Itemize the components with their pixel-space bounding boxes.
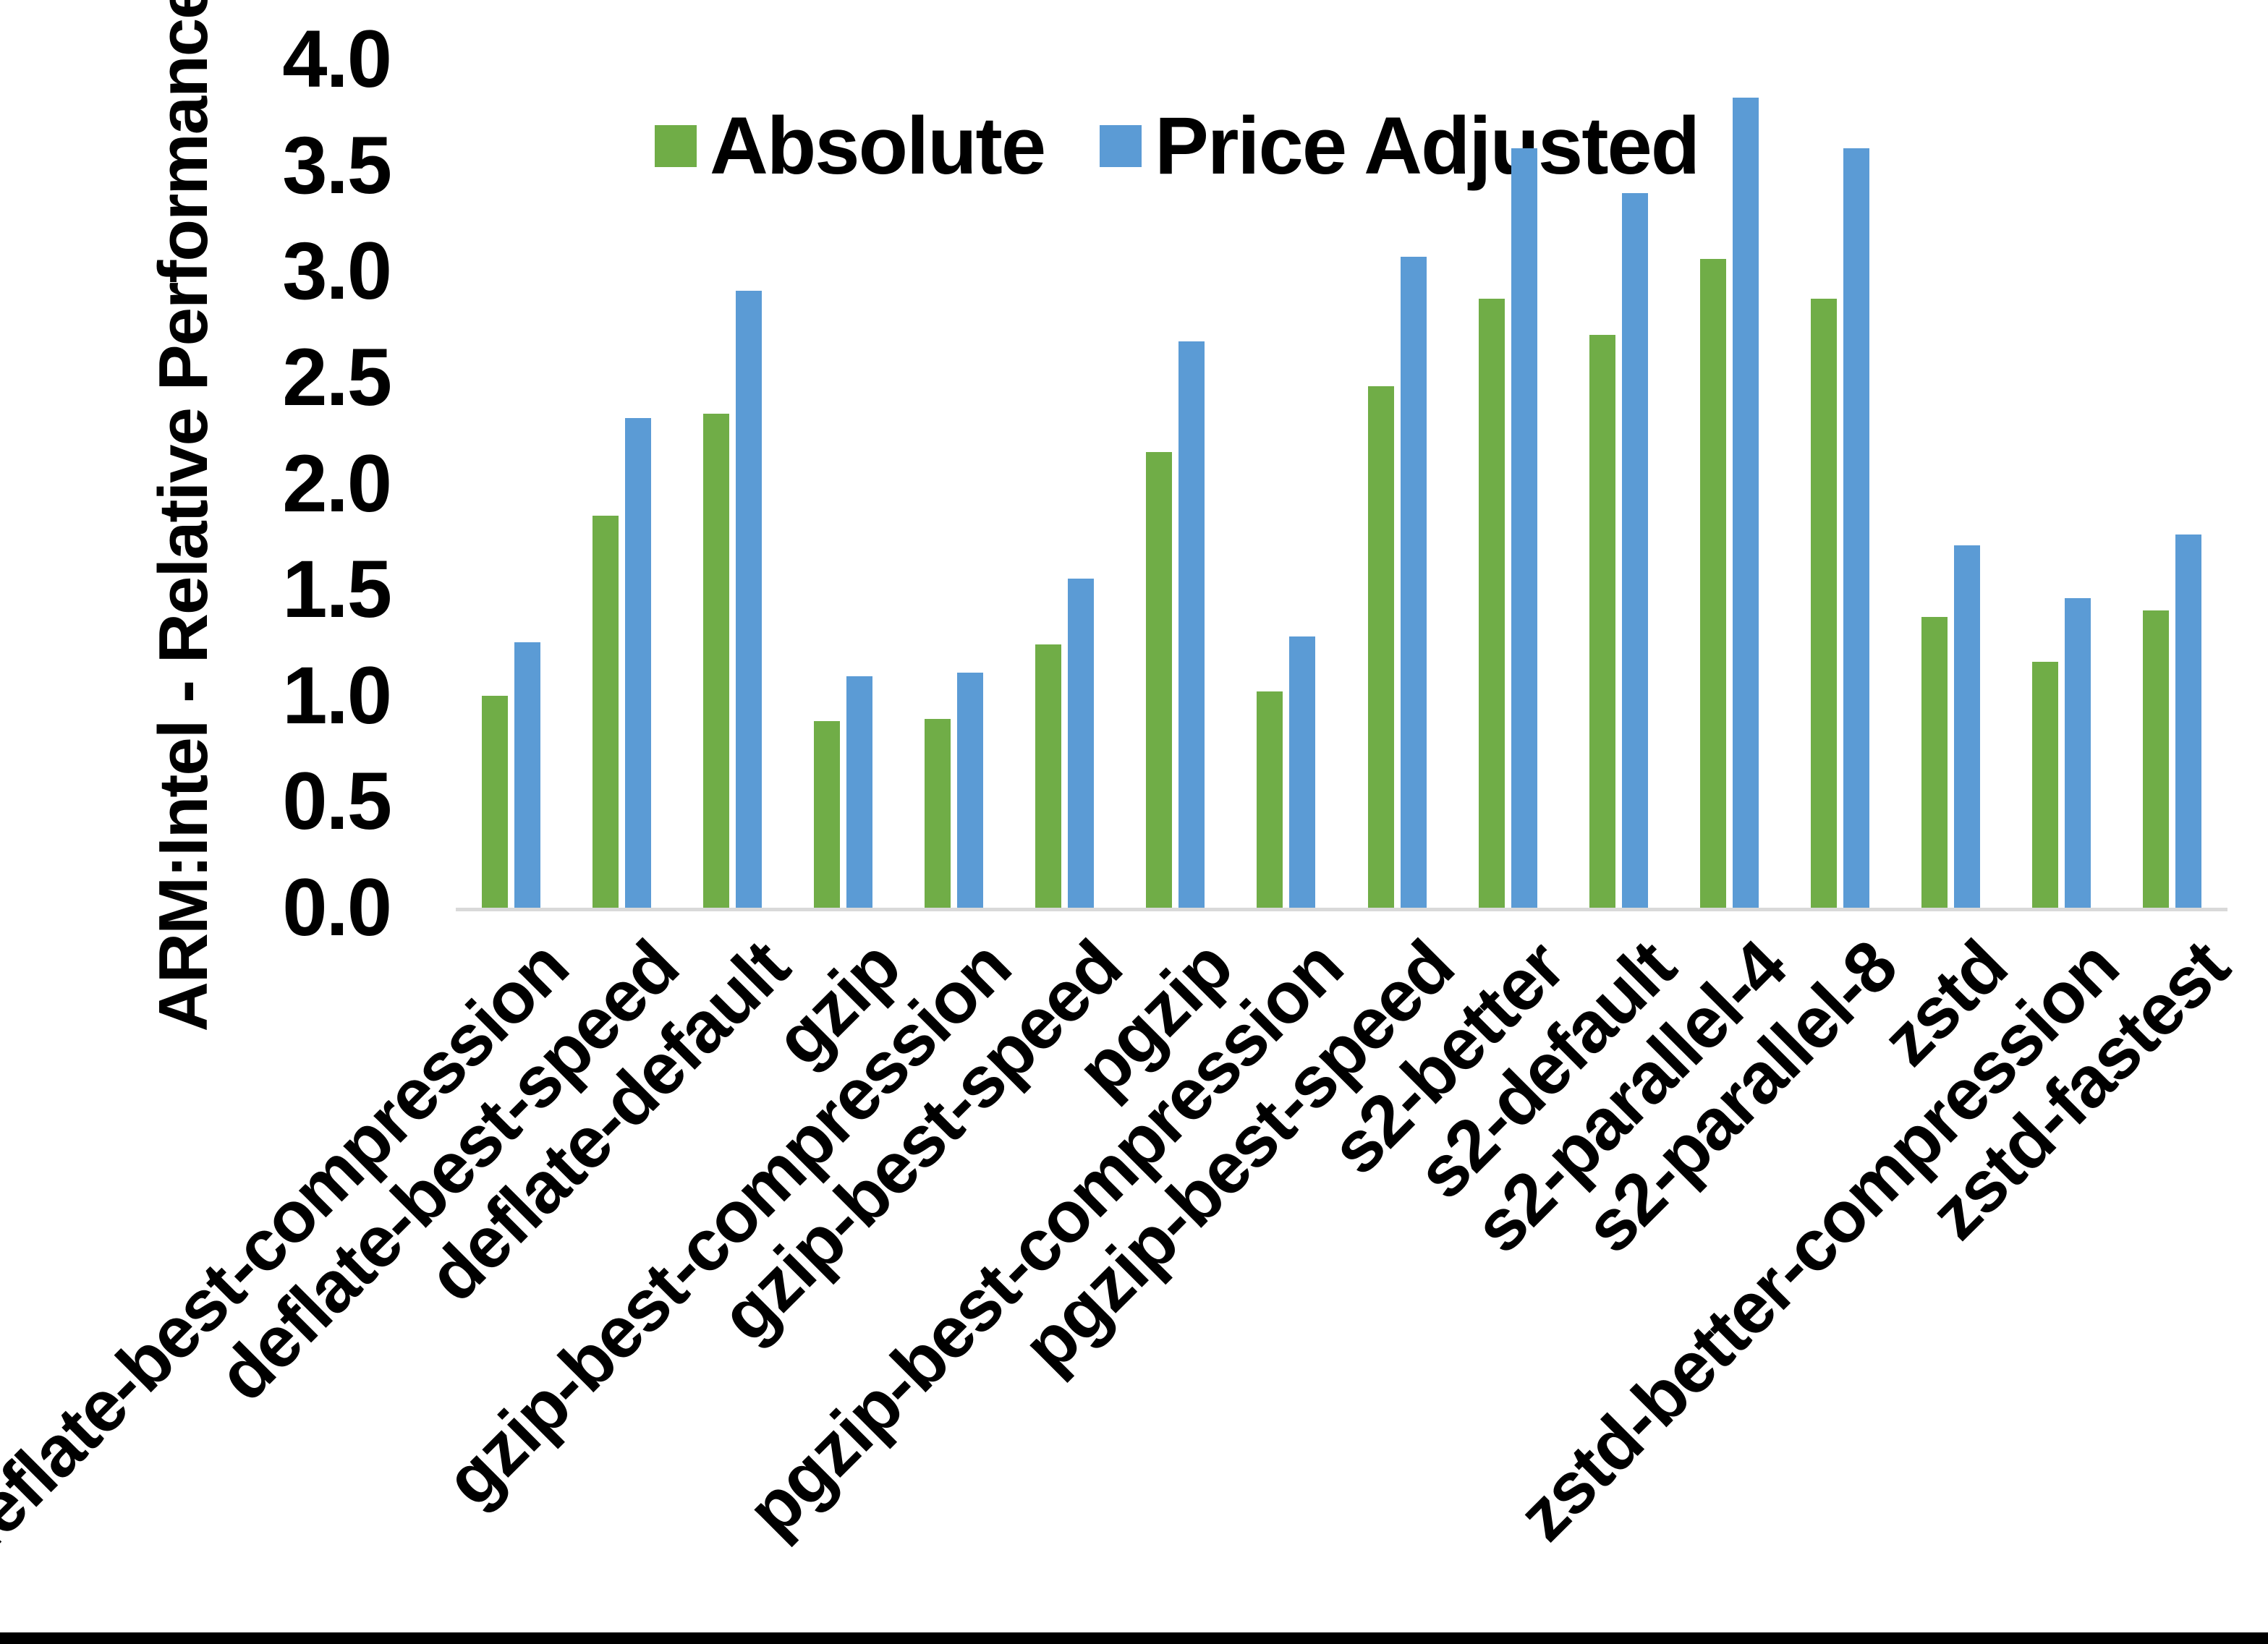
y-tick-label: 4.0 (282, 14, 392, 104)
bar-group (2117, 59, 2227, 908)
bar-absolute (1035, 644, 1062, 908)
bar-price-adjusted (1178, 341, 1205, 908)
chart-legend: Absolute Price Adjusted (655, 101, 1700, 191)
bar-price-adjusted (1621, 192, 1648, 908)
plot-area (456, 59, 2227, 911)
bar-absolute (1921, 617, 1948, 908)
bar-price-adjusted (1953, 545, 1980, 908)
bar-price-adjusted (1400, 256, 1427, 908)
bar-group (788, 59, 899, 908)
bar-price-adjusted (2175, 534, 2201, 908)
bar-group (1453, 59, 1563, 908)
screenshot-bottom-edge (0, 1632, 2268, 1644)
bar-absolute (1478, 299, 1505, 908)
y-axis-tick-labels: 4.0 3.5 3.0 2.5 2.0 1.5 1.0 0.5 0.0 (0, 0, 392, 1644)
bar-price-adjusted (957, 672, 984, 908)
y-tick-label: 2.5 (282, 331, 392, 422)
bar-group (456, 59, 566, 908)
legend-item-price-adjusted: Price Adjusted (1100, 101, 1700, 191)
bar-group (1674, 59, 1785, 908)
y-tick-label: 3.0 (282, 226, 392, 317)
bar-group (2006, 59, 2117, 908)
legend-swatch-absolute-icon (655, 125, 697, 167)
bar-absolute (593, 515, 619, 908)
bar-group (1231, 59, 1341, 908)
bar-group (1342, 59, 1453, 908)
bar-price-adjusted (1289, 636, 1316, 908)
bar-group (566, 59, 677, 908)
y-tick-label: 3.5 (282, 119, 392, 210)
bar-absolute (1146, 451, 1173, 908)
legend-label-absolute: Absolute (710, 101, 1046, 191)
bar-price-adjusted (736, 290, 763, 908)
bar-absolute (2031, 661, 2058, 908)
bar-absolute (1810, 299, 1837, 908)
y-tick-label: 0.0 (282, 862, 392, 953)
bar-price-adjusted (514, 642, 541, 908)
bar-price-adjusted (1511, 148, 1537, 908)
bar-group (1785, 59, 1895, 908)
bar-group (1009, 59, 1120, 908)
legend-swatch-price-adjusted-icon (1100, 125, 1142, 167)
bar-absolute (814, 720, 841, 908)
bar-price-adjusted (1843, 148, 1869, 908)
bar-absolute (482, 695, 509, 908)
y-tick-label: 2.0 (282, 438, 392, 529)
bar-price-adjusted (846, 676, 873, 908)
bar-absolute (1589, 335, 1615, 908)
bar-absolute (1699, 258, 1726, 908)
bar-absolute (1367, 386, 1394, 908)
bar-price-adjusted (1732, 97, 1759, 908)
y-tick-label: 1.0 (282, 649, 392, 741)
y-tick-label: 1.5 (282, 544, 392, 635)
legend-item-absolute: Absolute (655, 101, 1046, 191)
bar-absolute (925, 719, 951, 908)
bar-group (1120, 59, 1231, 908)
bar-group (1895, 59, 2006, 908)
legend-label-price-adjusted: Price Adjusted (1155, 101, 1700, 191)
bar-absolute (703, 413, 730, 908)
bar-group (899, 59, 1009, 908)
bar-price-adjusted (2064, 597, 2091, 908)
bar-price-adjusted (1068, 579, 1095, 908)
bar-absolute (2142, 610, 2169, 908)
bar-absolute (1257, 691, 1283, 908)
y-tick-label: 0.5 (282, 756, 392, 847)
bar-price-adjusted (625, 417, 652, 908)
bar-group (1563, 59, 1674, 908)
bar-group (677, 59, 788, 908)
